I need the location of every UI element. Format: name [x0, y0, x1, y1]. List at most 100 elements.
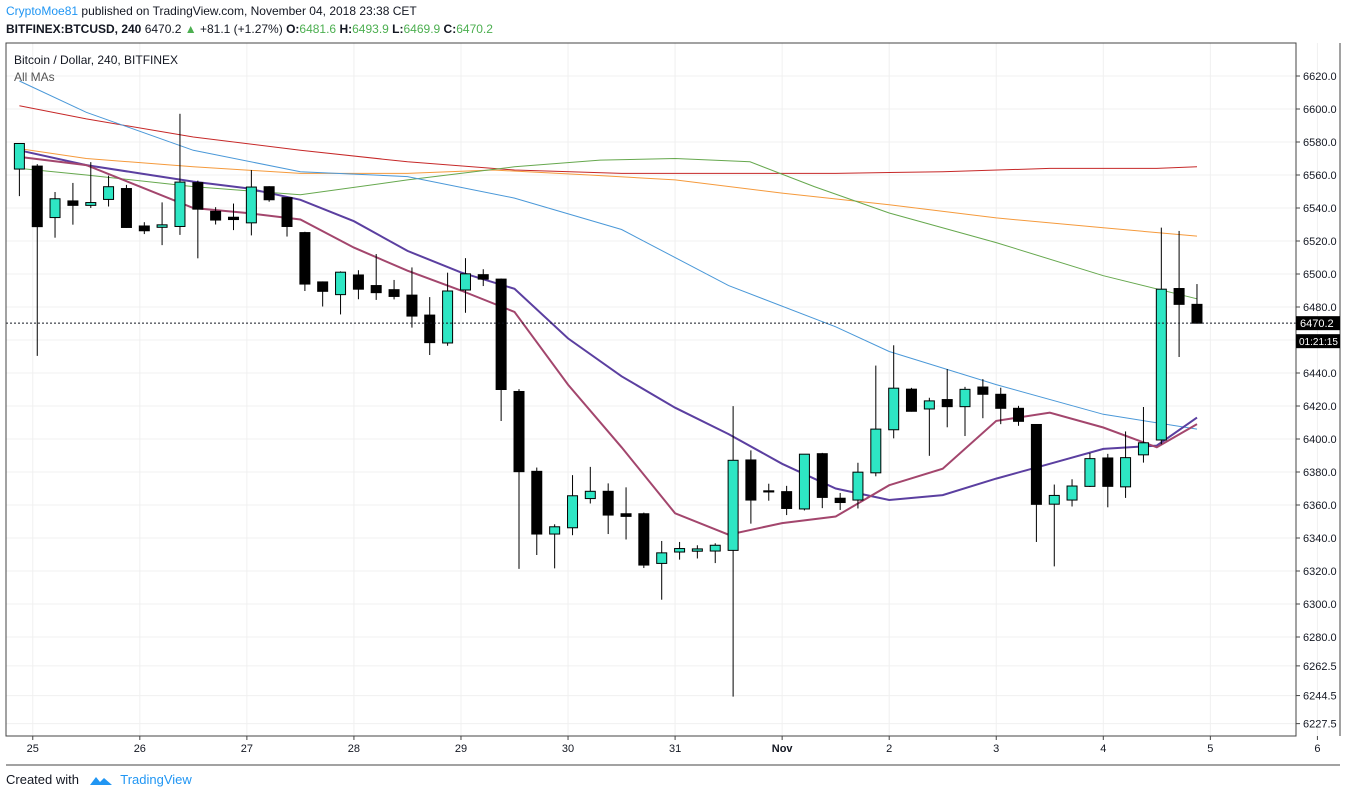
candle-body	[263, 186, 275, 201]
candle-bullish	[691, 545, 703, 559]
candle-body	[138, 225, 150, 232]
candle-bearish	[281, 197, 293, 237]
candle-body	[513, 390, 525, 473]
candle-body	[299, 232, 311, 285]
candle-body	[495, 278, 507, 390]
candle-bullish	[103, 175, 115, 207]
tradingview-logo-icon	[89, 776, 112, 785]
candle-body	[281, 197, 293, 227]
candle-bearish	[317, 281, 329, 307]
candle-bearish	[192, 180, 204, 259]
candle-bearish	[477, 269, 489, 287]
open-label: O:	[286, 22, 300, 36]
candle-body	[674, 548, 686, 553]
candle-body	[352, 274, 364, 290]
candle-body	[798, 453, 810, 510]
candle-body	[49, 198, 61, 219]
chart-legend-indicator[interactable]: All MAs	[14, 70, 55, 84]
candle-body	[781, 491, 793, 509]
ma-line-red	[19, 105, 1198, 174]
ma-line-maroon	[19, 155, 1198, 536]
candle-bullish	[798, 453, 810, 511]
candle-bearish	[227, 203, 239, 231]
price-change: +81.1 (+1.27%)	[199, 22, 283, 36]
candle-body	[459, 273, 471, 291]
candle-bearish	[1173, 230, 1185, 357]
price-tick-label: 6244.5	[1303, 691, 1337, 703]
candle-bullish	[549, 524, 561, 569]
candle-bullish	[852, 462, 864, 509]
candle-body	[174, 181, 186, 227]
candle-body	[477, 274, 489, 280]
countdown-text: 01:21:15	[1299, 337, 1338, 348]
footer: Created with TradingView	[6, 772, 192, 788]
time-tick-label: 27	[241, 743, 253, 755]
candle-body	[192, 182, 204, 210]
candle-bullish	[727, 406, 739, 697]
author-link[interactable]: CryptoMoe81	[6, 4, 79, 18]
candle-body	[834, 497, 846, 504]
candle-bullish	[442, 272, 454, 346]
candle-bearish	[995, 387, 1007, 425]
candle-bullish	[459, 258, 471, 313]
candle-bullish	[870, 365, 882, 477]
candle-bearish	[905, 387, 917, 412]
candle-bearish	[31, 164, 43, 356]
price-tick-label: 6540.0	[1303, 203, 1337, 215]
price-tick-label: 6620.0	[1303, 71, 1337, 83]
publish-text: published on TradingView.com, November 0…	[81, 4, 417, 18]
ma-line-purple	[19, 149, 1198, 502]
price-tick-label: 6600.0	[1303, 104, 1337, 116]
candle-body	[620, 513, 632, 517]
time-axis[interactable]: 25 26 27 28 29 30 31 Nov 2 3 4 5 6	[27, 736, 1321, 755]
candle-body	[1191, 303, 1203, 324]
candle-bearish	[67, 182, 79, 225]
time-tick-label: 30	[562, 743, 574, 755]
moving-averages	[19, 80, 1198, 536]
candle-bearish	[299, 231, 311, 291]
publish-info: CryptoMoe81 published on TradingView.com…	[6, 4, 417, 18]
candle-body	[923, 400, 935, 410]
candle-bearish	[263, 186, 275, 202]
candle-bearish	[531, 467, 543, 555]
candle-body	[156, 224, 168, 228]
candle-bearish	[638, 512, 650, 569]
candle-body	[442, 290, 454, 344]
candle-bullish	[1137, 406, 1149, 463]
candle-body	[602, 490, 614, 516]
price-tick-label: 6300.0	[1303, 599, 1337, 611]
candle-body	[210, 210, 222, 221]
candles	[13, 113, 1203, 697]
candle-bullish	[674, 541, 686, 560]
candle-body	[317, 281, 329, 292]
candle-bearish	[406, 267, 418, 328]
candle-bullish	[567, 475, 579, 536]
candle-bearish	[513, 389, 525, 569]
candle-body	[727, 459, 739, 551]
candle-bullish	[1084, 453, 1096, 488]
candle-bullish	[959, 386, 971, 437]
candle-body	[1137, 442, 1149, 456]
candle-bullish	[888, 345, 900, 439]
time-tick-label: Nov	[772, 743, 794, 755]
price-tick-label: 6400.0	[1303, 434, 1337, 446]
candle-body	[245, 186, 257, 224]
up-arrow-icon: ▲	[184, 22, 197, 36]
candle-bearish	[370, 254, 382, 300]
tradingview-link[interactable]: TradingView	[120, 772, 192, 787]
time-tick-label: 3	[993, 743, 999, 755]
candle-bearish	[834, 492, 846, 510]
candle-body	[103, 186, 115, 200]
candle-body	[531, 470, 543, 535]
candle-body	[816, 453, 828, 498]
candle-body	[1048, 494, 1060, 505]
candle-bullish	[156, 202, 168, 246]
candle-bullish	[923, 397, 935, 456]
ma-line-green	[19, 157, 1198, 300]
candle-bullish	[709, 543, 721, 564]
price-axis[interactable]: 6227.5 6244.5 6262.5 6280.0 6300.0 6320.0 6340…	[1296, 71, 1337, 731]
low-label: L:	[392, 22, 404, 36]
candle-bearish	[781, 485, 793, 516]
candle-body	[709, 544, 721, 552]
